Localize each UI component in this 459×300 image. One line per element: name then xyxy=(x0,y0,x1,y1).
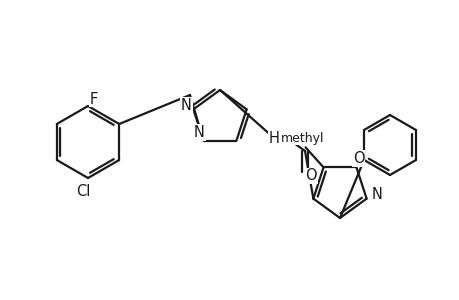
Text: N: N xyxy=(180,98,191,113)
Text: HN: HN xyxy=(269,130,290,146)
Text: F: F xyxy=(90,92,98,106)
Text: N: N xyxy=(370,187,381,202)
Text: O: O xyxy=(304,169,316,184)
Text: methyl: methyl xyxy=(280,132,324,145)
Text: Cl: Cl xyxy=(76,184,90,199)
Text: O: O xyxy=(352,151,364,166)
Text: N: N xyxy=(194,125,205,140)
